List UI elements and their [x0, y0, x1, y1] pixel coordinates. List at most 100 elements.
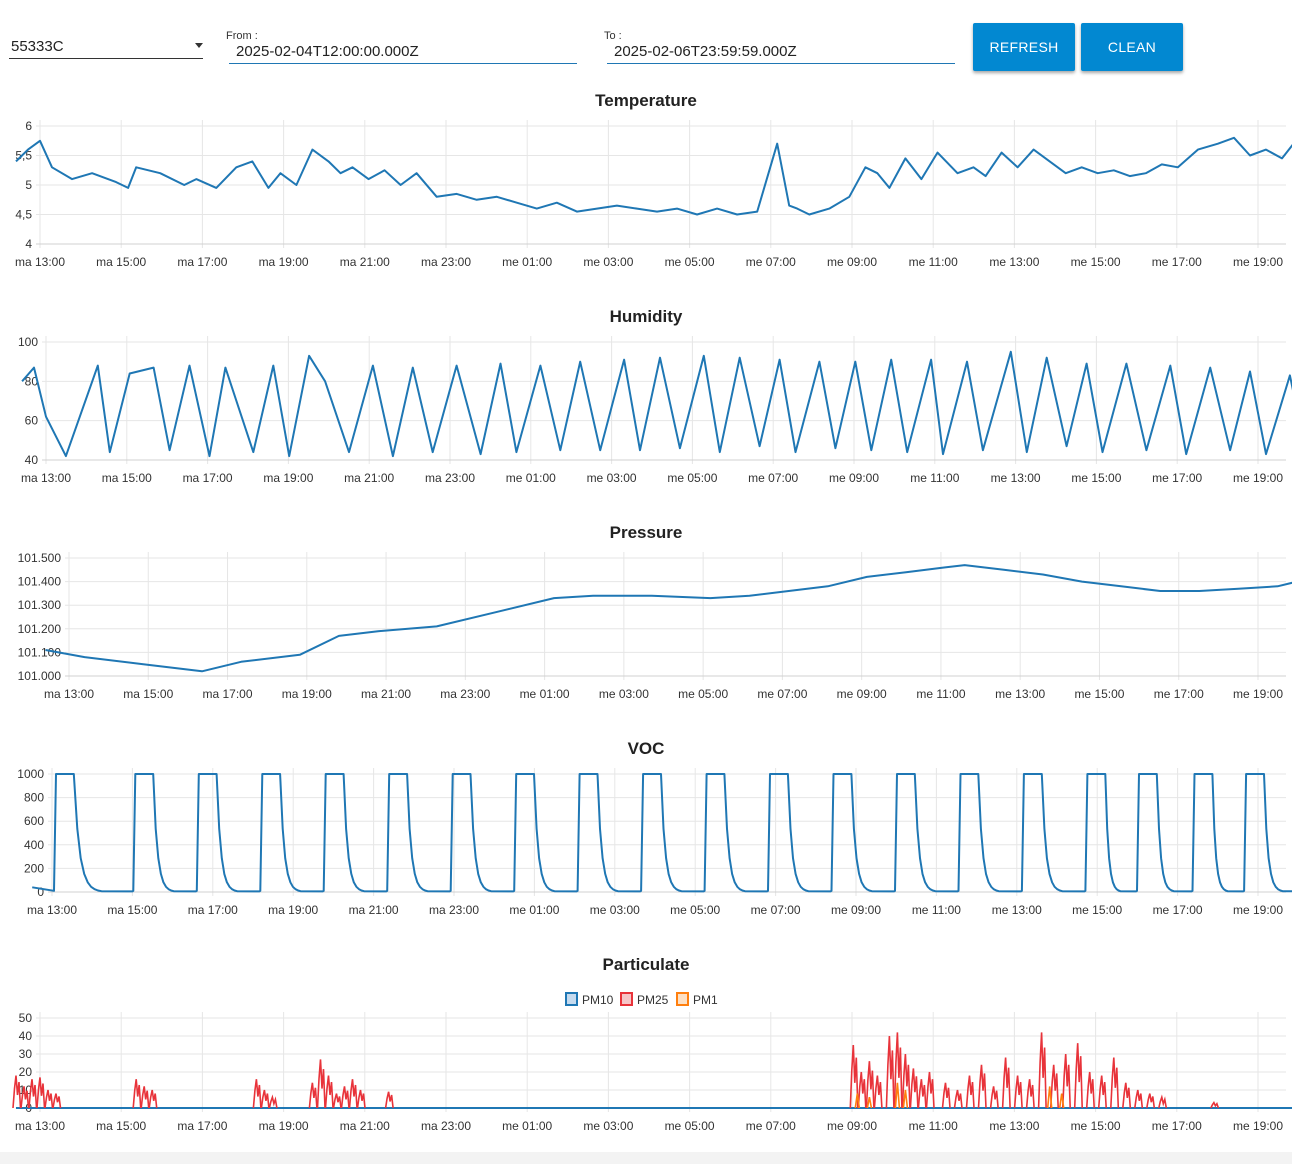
pm25-spike	[873, 1075, 883, 1109]
x-tick-label: me 07:00	[757, 687, 807, 701]
x-tick-label: me 19:00	[1233, 255, 1283, 269]
grid	[65, 552, 1286, 680]
x-tick-label: me 15:00	[1074, 687, 1124, 701]
x-tick-label: ma 19:00	[259, 255, 309, 269]
legend-swatch[interactable]	[676, 992, 689, 1006]
chart-title: Pressure	[610, 523, 683, 542]
x-tick-label: ma 23:00	[421, 1119, 471, 1133]
chart-title: Humidity	[610, 307, 683, 326]
x-tick-label: ma 19:00	[268, 903, 318, 917]
y-tick-label: 400	[24, 838, 44, 852]
chart-title: VOC	[628, 739, 665, 758]
y-tick-label: 101.500	[18, 551, 62, 565]
x-tick-label: ma 17:00	[177, 255, 227, 269]
x-tick-label: ma 13:00	[27, 903, 77, 917]
x-tick-label: me 09:00	[829, 471, 879, 485]
to-input[interactable]	[607, 40, 955, 64]
legend-label: PM25	[637, 993, 669, 1007]
chevron-down-icon[interactable]	[195, 43, 203, 48]
x-tick-label: me 19:00	[1233, 471, 1283, 485]
pm25-spike	[1037, 1032, 1047, 1109]
pm25-spike	[36, 1077, 46, 1109]
x-tick-label: me 07:00	[748, 471, 798, 485]
x-tick-label: me 15:00	[1071, 471, 1121, 485]
x-tick-label: ma 21:00	[340, 1119, 390, 1133]
x-tick-label: ma 13:00	[15, 255, 65, 269]
x-tick-label: ma 19:00	[282, 687, 332, 701]
toolbar: 55333C From : To : REFRESH CLEAN	[0, 0, 1292, 80]
pm25-spike	[1146, 1093, 1156, 1109]
x-tick-label: ma 13:00	[21, 471, 71, 485]
pm25-spike	[1097, 1075, 1107, 1109]
x-tick-label: me 09:00	[827, 1119, 877, 1133]
pm25-spike	[252, 1079, 262, 1109]
x-tick-label: me 13:00	[995, 687, 1045, 701]
x-tick-label: me 19:00	[1233, 687, 1283, 701]
x-tick-label: ma 19:00	[259, 1119, 309, 1133]
x-tick-label: me 11:00	[916, 687, 965, 701]
pressure-chart: Pressure 101.000 101.100 101.200 101.300 101.…	[0, 516, 1292, 716]
x-tick-label: ma 19:00	[263, 471, 313, 485]
x-tick-label: ma 17:00	[183, 471, 233, 485]
x-tick-label: me 01:00	[506, 471, 556, 485]
x-tick-label: me 03:00	[599, 687, 649, 701]
x-tick-label: ma 21:00	[340, 255, 390, 269]
y-tick-label: 30	[19, 1047, 33, 1061]
from-input[interactable]	[229, 40, 577, 64]
pm25-spike	[316, 1059, 326, 1109]
pm25-spike	[148, 1089, 158, 1109]
pm25-spike	[132, 1079, 142, 1109]
pm25-spike	[384, 1091, 394, 1109]
x-tick-label: me 03:00	[583, 1119, 633, 1133]
y-tick-label: 100	[18, 335, 38, 349]
x-tick-label: me 09:00	[827, 255, 877, 269]
x-tick-label: me 17:00	[1154, 687, 1204, 701]
pm25-spike	[917, 1079, 927, 1109]
x-tick-label: me 17:00	[1152, 471, 1202, 485]
pm1-spike	[866, 1097, 873, 1109]
y-tick-label: 1000	[17, 767, 44, 781]
x-tick-label: ma 17:00	[188, 903, 238, 917]
x-tick-label: me 19:00	[1233, 1119, 1283, 1133]
pm25-spike	[1061, 1053, 1071, 1109]
pm25-spike	[909, 1068, 919, 1109]
x-tick-label: me 01:00	[509, 903, 559, 917]
x-tick-label: me 03:00	[590, 903, 640, 917]
device-select[interactable]: 55333C	[9, 32, 203, 59]
y-tick-label: 800	[24, 791, 44, 805]
pm25-spike	[20, 1086, 30, 1109]
from-label: From :	[226, 30, 258, 42]
x-tick-label: ma 13:00	[15, 1119, 65, 1133]
pm25-spike	[989, 1086, 999, 1109]
x-tick-label: ma 13:00	[44, 687, 94, 701]
x-tick-label: me 17:00	[1152, 1119, 1202, 1133]
y-tick-label: 101.200	[18, 622, 62, 636]
pm25-spike	[1210, 1100, 1220, 1109]
x-tick-label: me 15:00	[1072, 903, 1122, 917]
voc-series-path	[32, 773, 1292, 893]
refresh-button[interactable]: REFRESH	[973, 23, 1075, 71]
y-tick-label: 4	[25, 237, 32, 251]
legend-swatch[interactable]	[565, 992, 578, 1006]
legend-swatch[interactable]	[620, 992, 633, 1006]
pm1-spike	[854, 1093, 861, 1109]
pm25-spike	[1049, 1064, 1059, 1109]
y-tick-label: 5	[25, 178, 32, 192]
series-line	[32, 773, 1292, 893]
x-tick-label: ma 23:00	[440, 687, 490, 701]
x-tick-label: me 01:00	[502, 255, 552, 269]
pm25-spike	[28, 1079, 38, 1109]
x-tick-label: ma 17:00	[203, 687, 253, 701]
pm25-spike	[12, 1075, 22, 1109]
footer-bar	[0, 1152, 1292, 1164]
y-tick-label: 101.000	[18, 669, 62, 683]
pm25-spike	[865, 1061, 875, 1109]
y-tick-label: 50	[19, 1011, 33, 1025]
chart-title: Temperature	[595, 91, 697, 110]
x-tick-label: me 09:00	[837, 687, 887, 701]
pm1-spike	[902, 1089, 909, 1109]
x-tick-label: me 05:00	[665, 1119, 715, 1133]
clean-button[interactable]: CLEAN	[1081, 23, 1183, 71]
